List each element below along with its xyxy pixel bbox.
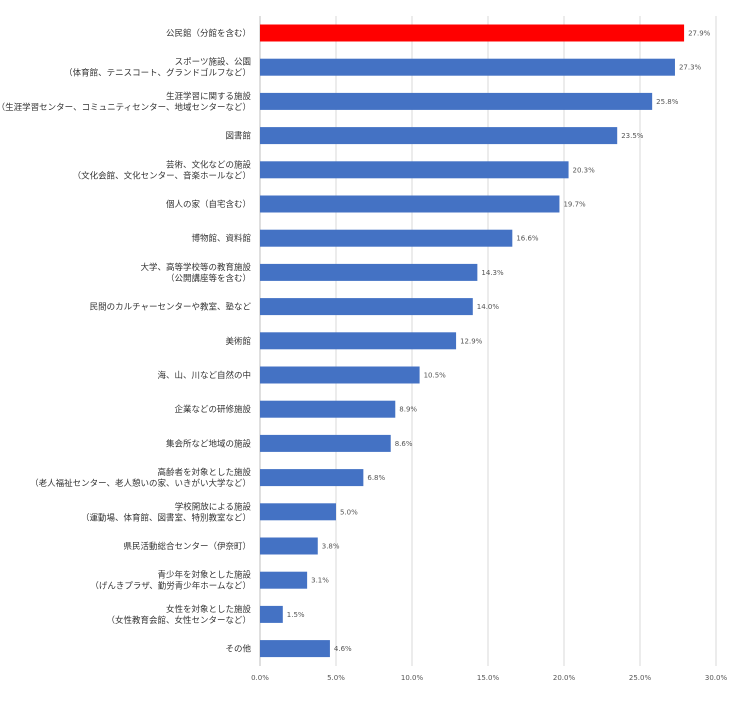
data-label: 16.6% bbox=[516, 235, 539, 243]
category-label: （文化会館、文化センター、音楽ホールなど） bbox=[73, 170, 251, 181]
bar bbox=[260, 127, 618, 145]
bar bbox=[260, 503, 336, 521]
data-label: 23.5% bbox=[621, 132, 644, 140]
category-label: 公民館（分館を含む） bbox=[166, 28, 251, 39]
bar bbox=[260, 229, 513, 247]
bar bbox=[260, 92, 653, 110]
category-label: （体育館、テニスコート、グランドゴルフなど） bbox=[64, 68, 251, 79]
data-label: 8.9% bbox=[399, 406, 417, 414]
bar bbox=[260, 332, 457, 350]
category-label: 大学、高等学校等の教育施設 bbox=[140, 262, 251, 273]
category-label: （運動場、体育館、図書室、特別教室など） bbox=[81, 512, 251, 523]
category-label: その他 bbox=[225, 644, 251, 655]
category-label: 海、山、川など自然の中 bbox=[157, 370, 251, 381]
category-label: （生涯学習センター、コミュニティセンター、地域センターなど） bbox=[0, 102, 251, 113]
category-label: 図書館 bbox=[225, 131, 251, 142]
bar bbox=[260, 605, 283, 623]
bar bbox=[260, 434, 391, 452]
data-label: 1.5% bbox=[287, 611, 305, 619]
bar bbox=[260, 640, 330, 658]
category-label: 芸術、文化などの施設 bbox=[166, 159, 252, 170]
bar bbox=[260, 469, 364, 487]
x-tick-label: 30.0% bbox=[705, 674, 728, 682]
bar bbox=[260, 366, 420, 384]
bar bbox=[260, 24, 685, 42]
category-label: （女性教育会館、女性センターなど） bbox=[106, 615, 251, 626]
category-label: 民間のカルチャーセンターや教室、塾など bbox=[90, 302, 252, 313]
data-label: 4.6% bbox=[334, 645, 352, 653]
bar bbox=[260, 195, 560, 213]
data-label: 25.8% bbox=[656, 98, 679, 106]
data-label: 19.7% bbox=[563, 201, 586, 209]
category-label: 博物館、資料館 bbox=[191, 233, 251, 244]
category-label: （げんきプラザ、勤労青少年ホームなど） bbox=[90, 581, 251, 592]
data-label: 12.9% bbox=[460, 337, 483, 345]
category-label: 企業などの研修施設 bbox=[174, 404, 251, 415]
data-label: 8.6% bbox=[395, 440, 413, 448]
bar bbox=[260, 58, 675, 76]
bar bbox=[260, 161, 569, 179]
data-label: 5.0% bbox=[340, 508, 358, 516]
x-tick-label: 10.0% bbox=[401, 674, 424, 682]
data-label: 20.3% bbox=[573, 166, 596, 174]
category-label: 女性を対象とした施設 bbox=[166, 604, 252, 615]
category-label: 集会所など地域の施設 bbox=[166, 438, 252, 449]
category-label: 生涯学習に関する施設 bbox=[166, 91, 252, 102]
category-label: 青少年を対象とした施設 bbox=[157, 570, 251, 581]
data-label: 27.3% bbox=[679, 64, 702, 72]
data-label: 14.3% bbox=[481, 269, 504, 277]
bar bbox=[260, 298, 473, 316]
bar bbox=[260, 537, 318, 555]
data-label: 6.8% bbox=[367, 474, 385, 482]
category-label: （老人福祉センター、老人憩いの家、いきがい大学など） bbox=[30, 478, 251, 489]
x-tick-label: 0.0% bbox=[251, 674, 269, 682]
x-tick-label: 5.0% bbox=[327, 674, 345, 682]
data-label: 3.1% bbox=[311, 577, 329, 585]
x-tick-label: 20.0% bbox=[553, 674, 576, 682]
bar bbox=[260, 571, 308, 589]
data-label: 27.9% bbox=[688, 30, 711, 38]
category-label: 学校開放による施設 bbox=[175, 501, 252, 512]
category-label: 県民活動総合センター（伊奈町） bbox=[123, 541, 251, 552]
data-label: 3.8% bbox=[322, 543, 340, 551]
data-label: 14.0% bbox=[477, 303, 500, 311]
x-tick-label: 15.0% bbox=[477, 674, 500, 682]
category-label: 美術館 bbox=[225, 336, 251, 347]
category-label: （公開講座等を含む） bbox=[166, 273, 251, 284]
category-label: 個人の家（自宅含む） bbox=[166, 199, 251, 210]
bar bbox=[260, 263, 478, 281]
data-label: 10.5% bbox=[424, 372, 447, 380]
bar bbox=[260, 400, 396, 418]
x-tick-label: 25.0% bbox=[629, 674, 652, 682]
category-label: 高齢者を対象とした施設 bbox=[157, 467, 251, 478]
category-label: スポーツ施設、公園 bbox=[175, 57, 251, 68]
